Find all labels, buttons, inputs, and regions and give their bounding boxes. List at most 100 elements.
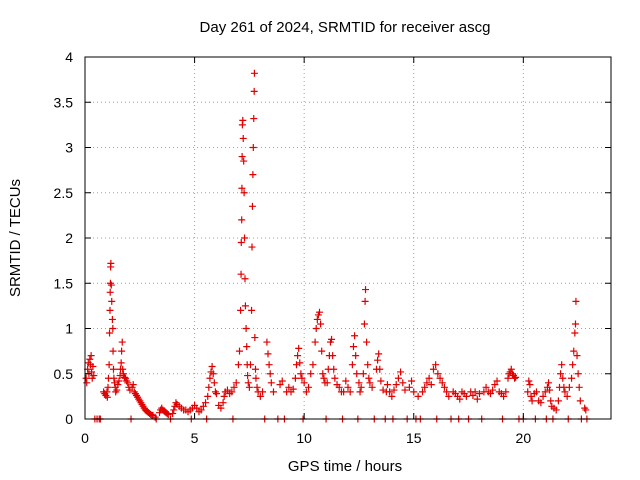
data-point bbox=[432, 361, 440, 369]
y-axis-label: SRMTID / TECUs bbox=[7, 179, 24, 297]
data-point bbox=[169, 410, 177, 418]
data-point bbox=[489, 386, 497, 394]
data-point bbox=[86, 355, 94, 363]
data-point bbox=[238, 184, 246, 192]
data-point bbox=[390, 386, 398, 394]
data-point bbox=[118, 347, 126, 355]
data-point bbox=[364, 361, 372, 369]
data-point bbox=[278, 377, 286, 385]
data-point bbox=[269, 388, 277, 396]
data-point bbox=[209, 370, 217, 378]
data-point bbox=[568, 374, 576, 382]
data-point bbox=[362, 286, 370, 294]
data-point bbox=[311, 338, 319, 346]
data-point bbox=[346, 388, 354, 396]
data-point bbox=[323, 379, 331, 387]
data-point bbox=[576, 397, 584, 405]
data-point bbox=[476, 390, 483, 398]
data-point bbox=[575, 383, 583, 391]
data-point bbox=[210, 379, 218, 387]
data-point bbox=[238, 153, 246, 161]
data-point bbox=[342, 377, 350, 385]
data-point bbox=[574, 370, 582, 378]
data-point bbox=[230, 383, 238, 391]
data-point bbox=[305, 383, 313, 391]
data-point bbox=[237, 239, 245, 247]
data-point bbox=[276, 381, 284, 389]
data-point bbox=[546, 386, 554, 394]
data-point bbox=[320, 374, 328, 382]
data-point bbox=[377, 377, 385, 385]
data-point bbox=[220, 392, 228, 400]
data-point bbox=[539, 392, 547, 400]
y-tick-label: 3.5 bbox=[54, 94, 74, 110]
data-point bbox=[291, 374, 299, 382]
data-point bbox=[414, 392, 422, 400]
data-point bbox=[469, 391, 477, 399]
data-point bbox=[117, 359, 125, 367]
data-point bbox=[363, 338, 371, 346]
data-point bbox=[88, 368, 96, 376]
data-point bbox=[202, 399, 210, 407]
data-point bbox=[206, 374, 214, 382]
data-point bbox=[106, 279, 114, 287]
data-point bbox=[246, 361, 254, 369]
data-point bbox=[443, 388, 451, 396]
data-point bbox=[410, 388, 418, 396]
data-point bbox=[239, 134, 247, 142]
data-point bbox=[106, 329, 114, 337]
data-point bbox=[502, 388, 510, 396]
data-point bbox=[359, 370, 367, 378]
data-point bbox=[237, 306, 245, 314]
data-point bbox=[232, 379, 240, 387]
data-point bbox=[253, 383, 261, 391]
data-point bbox=[106, 288, 114, 296]
data-point bbox=[300, 379, 308, 387]
y-tick-label: 2.5 bbox=[54, 185, 74, 201]
data-point bbox=[236, 347, 244, 355]
data-point bbox=[295, 344, 303, 352]
data-point bbox=[316, 308, 324, 316]
data-point bbox=[353, 370, 361, 378]
data-point bbox=[528, 397, 536, 405]
data-point bbox=[193, 404, 201, 412]
data-point bbox=[264, 350, 272, 358]
data-point bbox=[204, 392, 212, 400]
data-point bbox=[107, 259, 115, 267]
data-point bbox=[298, 374, 306, 382]
data-point bbox=[211, 388, 219, 396]
y-tick-label: 1.5 bbox=[54, 275, 74, 291]
data-point bbox=[241, 275, 249, 283]
data-point bbox=[319, 370, 327, 378]
data-point bbox=[208, 363, 216, 371]
data-point bbox=[317, 320, 325, 328]
data-point bbox=[397, 368, 405, 376]
data-point bbox=[493, 377, 501, 385]
data-point bbox=[103, 393, 111, 401]
data-point bbox=[376, 365, 384, 373]
x-tick-label: 5 bbox=[191, 430, 199, 446]
data-point bbox=[386, 388, 394, 396]
grid-lines bbox=[85, 57, 611, 419]
data-point bbox=[473, 395, 481, 403]
data-point bbox=[252, 374, 260, 382]
data-point bbox=[124, 379, 132, 387]
data-point bbox=[482, 383, 490, 391]
data-point bbox=[554, 397, 562, 405]
data-point bbox=[248, 243, 256, 251]
data-point bbox=[307, 370, 315, 378]
data-point bbox=[87, 352, 95, 360]
data-point bbox=[108, 297, 116, 305]
y-tick-label: 1 bbox=[65, 321, 73, 337]
data-point bbox=[109, 365, 117, 373]
data-point bbox=[357, 383, 365, 391]
data-point bbox=[285, 383, 293, 391]
data-point bbox=[511, 374, 519, 382]
data-point bbox=[328, 335, 336, 343]
data-point bbox=[438, 379, 446, 387]
data-point bbox=[120, 373, 128, 381]
data-point bbox=[456, 395, 464, 403]
data-point bbox=[223, 386, 231, 394]
x-tick-label: 10 bbox=[296, 430, 312, 446]
